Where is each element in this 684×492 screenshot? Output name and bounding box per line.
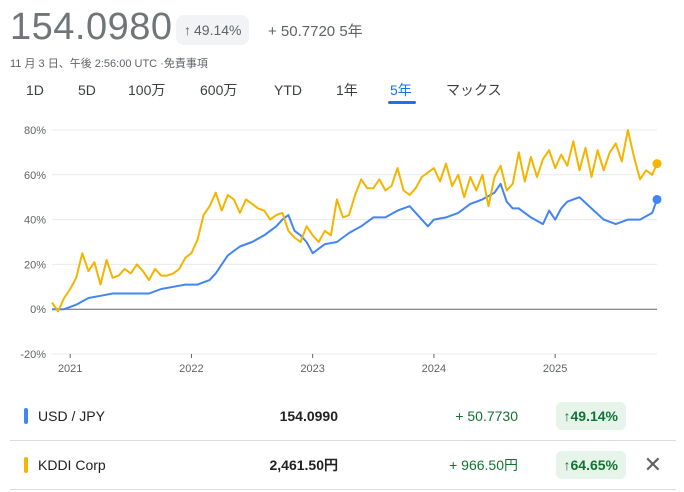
y-tick-label: 40% bbox=[24, 215, 46, 227]
kddi-series-line bbox=[51, 129, 658, 313]
remove-comparison-close-icon[interactable]: ✕ bbox=[643, 452, 662, 477]
kddi-name: KDDI Corp bbox=[38, 457, 106, 473]
kddi-pct: 64.65% bbox=[570, 457, 618, 473]
up-arrow-icon: ↑ bbox=[184, 22, 191, 38]
up-arrow-icon: ↑ bbox=[563, 408, 571, 424]
abs-change: + 50.7720 5年 bbox=[268, 20, 363, 41]
usdjpy-series-line bbox=[52, 182, 658, 311]
usdjpy-pct-badge: ↑49.14% bbox=[555, 402, 626, 430]
kddi-change: + 966.50円 bbox=[449, 457, 518, 473]
timestamp-disclaimer[interactable]: 11 月 3 日、午後 2:56:00 UTC ·免責事項 bbox=[10, 58, 208, 70]
x-tick-label: 2021 bbox=[58, 363, 82, 375]
y-tick-label: 0% bbox=[30, 304, 46, 316]
comparison-line-chart[interactable]: 80% 60% 40% 20% 0% -20% 2021 2022 2023 2024 2025 bbox=[0, 118, 684, 388]
kddi-price: 2,461.50円 bbox=[269, 457, 339, 473]
kddi-end-point bbox=[652, 159, 662, 169]
tab-1y[interactable]: 1年 bbox=[336, 82, 358, 98]
tab-ytd[interactable]: YTD bbox=[274, 82, 302, 98]
usdjpy-color-swatch bbox=[24, 408, 28, 424]
legend-row-usdjpy[interactable]: USD / JPY 154.0990 + 50.7730 ↑49.14% bbox=[10, 392, 676, 441]
y-tick-label: -20% bbox=[20, 349, 46, 361]
up-arrow-icon: ↑ bbox=[563, 457, 571, 473]
y-tick-label: 80% bbox=[24, 125, 46, 137]
usdjpy-pct: 49.14% bbox=[570, 408, 618, 424]
tab-1d[interactable]: 1D bbox=[26, 82, 44, 98]
price-value: 154.0980 bbox=[10, 6, 173, 48]
usdjpy-end-point bbox=[652, 194, 662, 204]
tab-5d[interactable]: 5D bbox=[78, 82, 96, 98]
y-tick-label: 60% bbox=[24, 170, 46, 182]
x-tick-label: 2024 bbox=[422, 363, 446, 375]
x-tick-label: 2023 bbox=[300, 363, 324, 375]
kddi-pct-badge: ↑64.65% bbox=[555, 451, 626, 479]
usdjpy-change: + 50.7730 bbox=[455, 408, 518, 424]
range-tabs: 1D 5D 100万 600万 YTD 1年 5年 マックス bbox=[14, 82, 508, 106]
tab-100man[interactable]: 100万 bbox=[128, 82, 166, 98]
tab-5y[interactable]: 5年 bbox=[388, 82, 416, 106]
x-tick-label: 2022 bbox=[179, 363, 203, 375]
usdjpy-price: 154.0990 bbox=[279, 408, 338, 424]
kddi-color-swatch bbox=[24, 457, 28, 473]
pct-change-value: 49.14% bbox=[194, 22, 242, 38]
legend-row-kddi[interactable]: KDDI Corp 2,461.50円 + 966.50円 ↑64.65% ✕ bbox=[10, 441, 676, 490]
tab-600man[interactable]: 600万 bbox=[200, 82, 238, 98]
y-tick-label: 20% bbox=[24, 259, 46, 271]
usdjpy-name: USD / JPY bbox=[38, 408, 105, 424]
tab-max[interactable]: マックス bbox=[446, 82, 502, 98]
pct-change-badge: ↑ 49.14% bbox=[176, 15, 250, 45]
x-tick-label: 2025 bbox=[543, 363, 567, 375]
period-label: 5年 bbox=[339, 23, 363, 40]
abs-change-value: + 50.7720 bbox=[268, 23, 336, 40]
